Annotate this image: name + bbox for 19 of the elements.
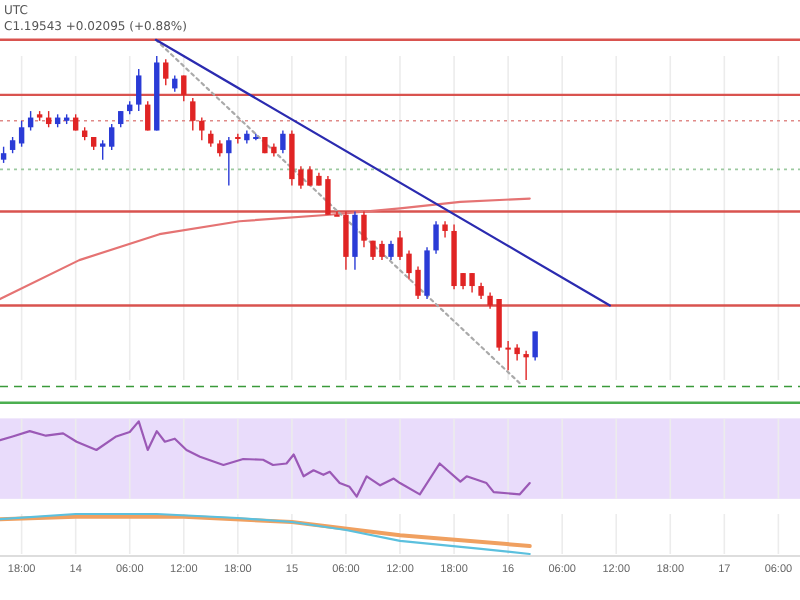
candlestick [109,123,115,151]
candlestick [226,136,232,187]
candlestick [388,239,394,261]
candlestick [361,210,367,248]
candlestick [18,120,25,148]
candlestick [433,220,439,255]
candlestick [145,100,151,132]
candlestick [523,350,529,381]
candlestick [199,116,205,141]
candlestick [163,58,169,86]
candlestick [280,129,286,154]
candlestick [352,210,358,271]
candlestick [100,139,106,161]
candlestick [181,74,187,103]
candlestick [424,246,430,300]
candlestick [190,97,196,132]
candlestick [235,133,241,145]
candlestick [532,330,538,362]
candlestick [136,68,142,112]
